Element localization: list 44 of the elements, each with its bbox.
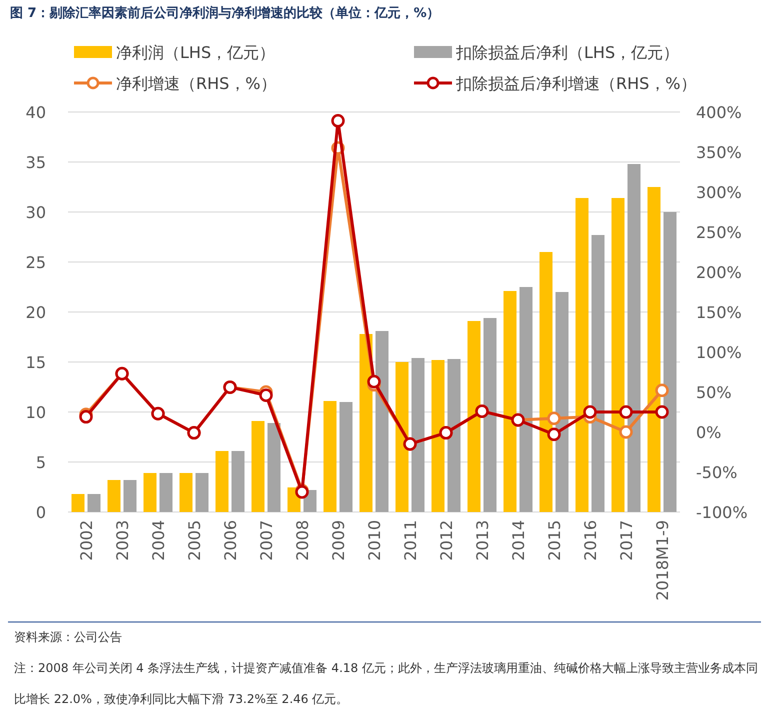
legend-label: 扣除损益后净利增速（RHS，%）	[455, 74, 697, 93]
x-tick-label: 2005	[185, 520, 204, 561]
y2-tick-label: 50%	[696, 383, 732, 402]
y2-tick-label: 200%	[696, 263, 742, 282]
chart-title: 图 7：剔除汇率因素前后公司净利润与净利增速的比较（单位：亿元，%）	[10, 5, 440, 21]
y2-tick-label: 150%	[696, 303, 742, 322]
y2-tick-label: -100%	[696, 503, 748, 522]
legend-label: 净利增速（RHS，%）	[116, 74, 277, 93]
y2-tick-label: 250%	[696, 223, 742, 242]
y-tick-label: 5	[36, 453, 46, 472]
legend-label: 净利润（LHS，亿元）	[116, 43, 276, 62]
x-tick-label: 2016	[581, 520, 600, 561]
x-tick-label: 2012	[437, 520, 456, 561]
text: 资料来源：公司公告	[14, 629, 123, 646]
y-tick-label: 0	[36, 503, 46, 522]
x-tick-label: 2006	[221, 520, 240, 561]
text: 注：2008 年公司关闭 4 条浮法生产线，计提资产减值准备 4.18 亿元；此外，生产浮法玻璃用重油、纯碱价格大幅上涨导致主营业务成本同比增长 22.0%，致使净利同比大幅下滑 73.2%至 2.46 亿元。	[14, 661, 758, 706]
x-tick-label: 2004	[149, 520, 168, 561]
x-tick-label: 2008	[293, 520, 312, 561]
x-tick-label: 2009	[329, 520, 348, 561]
x-tick-label: 2010	[365, 520, 384, 561]
x-tick-label: 2014	[509, 520, 528, 561]
y-tick-label: 30	[26, 203, 46, 222]
y-tick-label: 35	[26, 153, 46, 172]
y-tick-label: 40	[26, 103, 46, 122]
y-tick-label: 15	[26, 353, 46, 372]
y2-tick-label: 400%	[696, 103, 742, 122]
x-tick-label: 2018M1-9	[653, 520, 672, 601]
x-tick-label: 2015	[545, 520, 564, 561]
legend-label: 扣除损益后净利（LHS，亿元）	[455, 43, 680, 62]
x-tick-label: 2011	[401, 520, 420, 561]
y-tick-label: 20	[26, 303, 46, 322]
x-tick-label: 2017	[617, 520, 636, 561]
x-tick-label: 2003	[113, 520, 132, 561]
y2-tick-label: 350%	[696, 143, 742, 162]
y2-tick-label: 100%	[696, 343, 742, 362]
y2-tick-label: 0%	[696, 423, 722, 442]
y2-tick-label: 300%	[696, 183, 742, 202]
x-tick-label: 2002	[77, 520, 96, 561]
y2-tick-label: -50%	[696, 463, 738, 482]
y-tick-label: 10	[26, 403, 46, 422]
y-tick-label: 25	[26, 253, 46, 272]
x-tick-label: 2013	[473, 520, 492, 561]
x-tick-label: 2007	[257, 520, 276, 561]
